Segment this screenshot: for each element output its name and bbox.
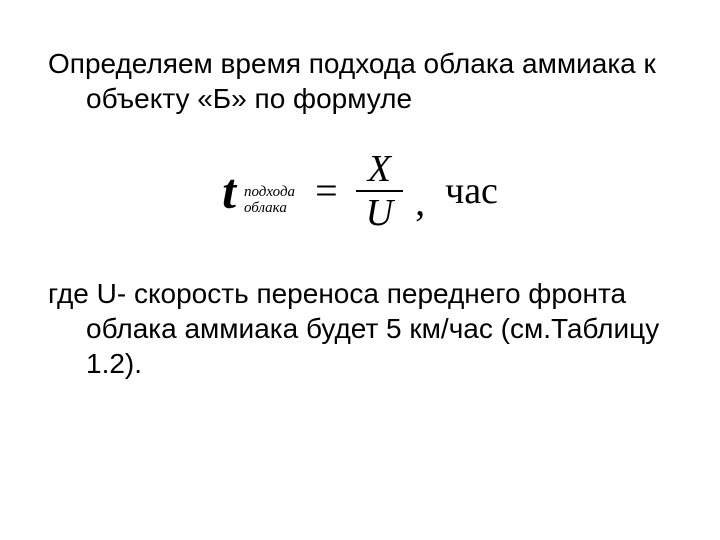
subscript-line1: подхода [244,184,295,201]
formula-symbol-t: t [222,166,236,216]
paragraph-intro: Определяем время подхода облака аммиака … [48,46,672,116]
formula: t подхода облака = X U , час [222,148,498,234]
formula-container: t подхода облака = X U , час [48,148,672,234]
subscript-line2: облака [244,200,295,217]
fraction: X U [356,148,403,234]
formula-subscript: подхода облака [244,184,295,217]
slide: Определяем время подхода облака аммиака … [0,0,720,540]
formula-comma: , [415,182,425,222]
fraction-denominator: U [356,192,403,234]
formula-unit: час [445,169,498,213]
equals-sign: = [315,171,338,211]
fraction-numerator: X [358,148,401,190]
paragraph-where: где U- скорость переноса переднего фронт… [48,276,672,381]
